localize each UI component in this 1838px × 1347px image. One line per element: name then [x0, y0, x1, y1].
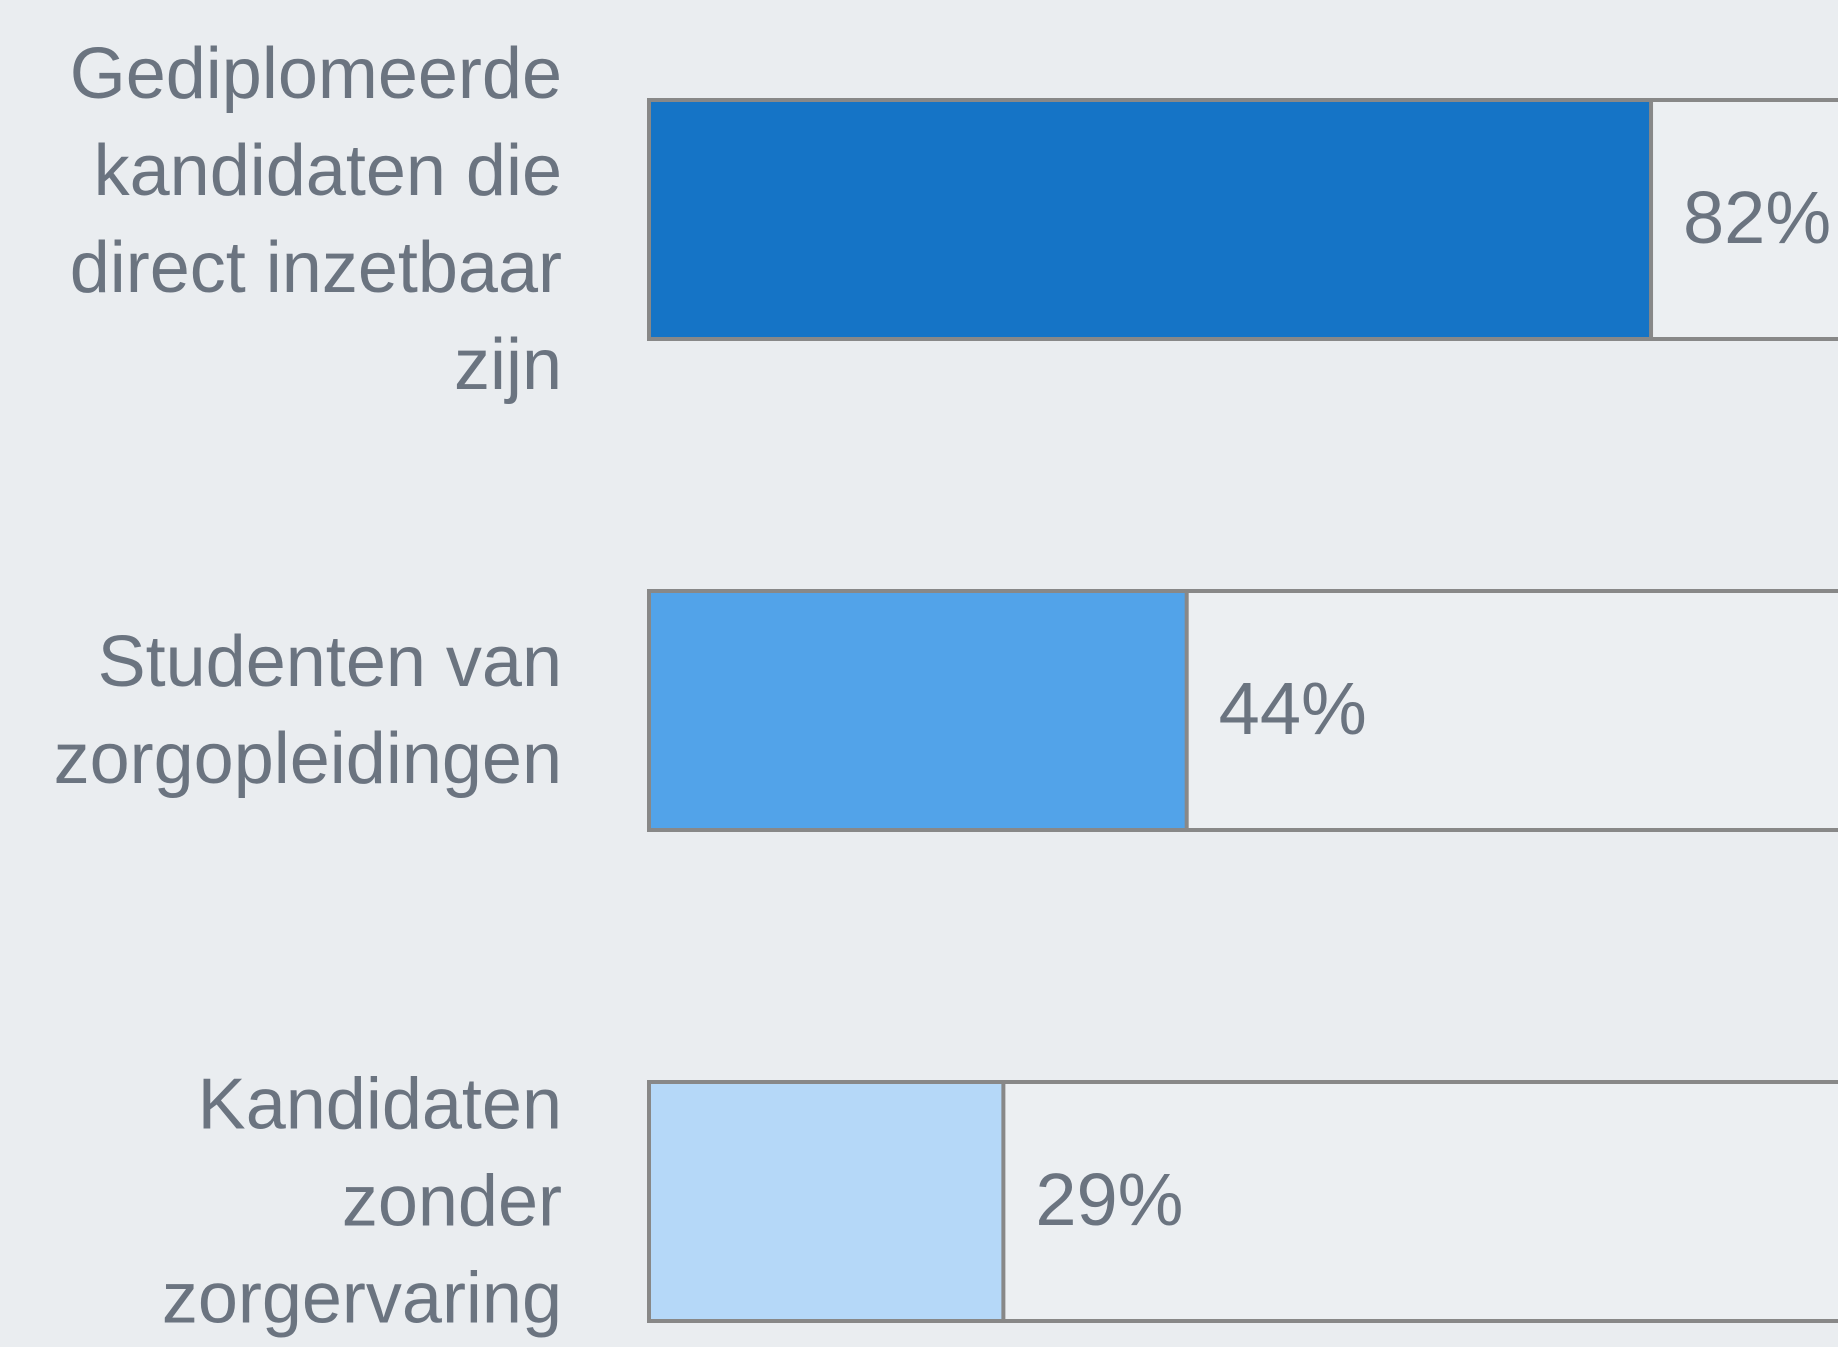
category-label: Studenten van zorgopleidingen — [53, 621, 562, 799]
bar — [647, 589, 1189, 832]
bar — [647, 98, 1654, 341]
value-label: 82% — [1683, 176, 1831, 259]
category-label: Gediplomeerde kandidaten die direct inze… — [69, 33, 562, 405]
bar — [647, 1080, 1006, 1323]
value-label: 44% — [1219, 667, 1367, 750]
value-label: 29% — [1035, 1158, 1183, 1241]
category-label: Kandidaten zonder zorgervaring — [161, 1064, 562, 1338]
